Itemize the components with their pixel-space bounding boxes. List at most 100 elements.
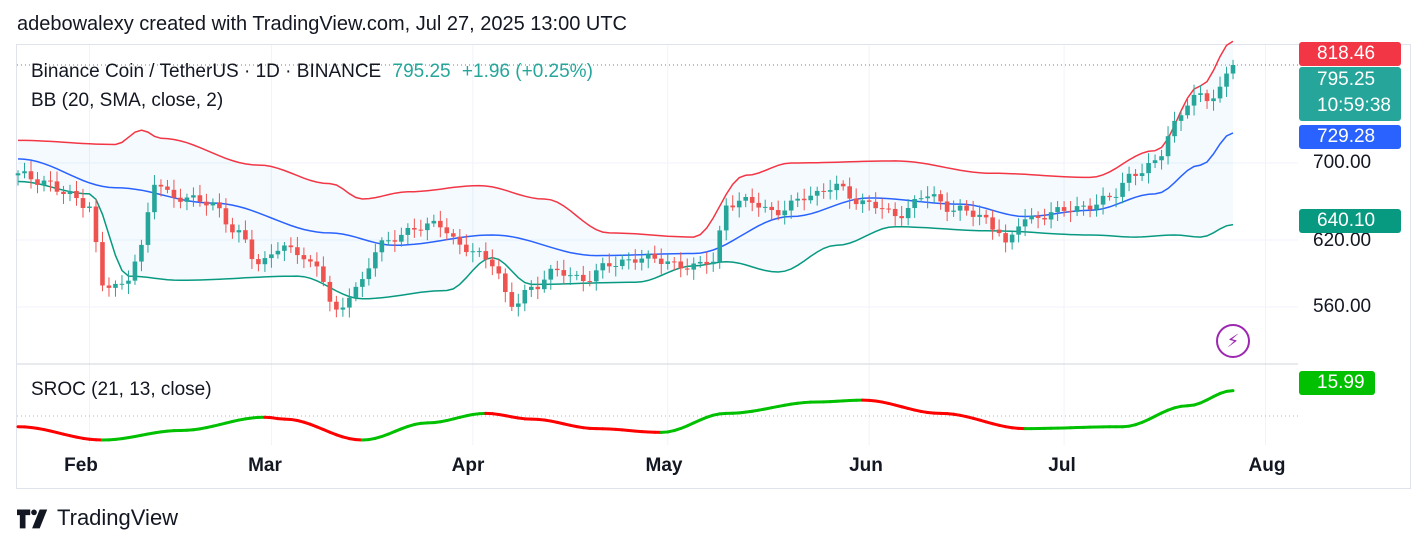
candle-body (827, 190, 833, 192)
last-price-tag: 795.25 10:59:38 (1299, 67, 1401, 121)
candle-body (990, 217, 995, 230)
candle-body (535, 286, 541, 290)
y-axis-label-620: 620.00 (1313, 230, 1372, 251)
candle-body (451, 233, 456, 237)
tradingview-logo-icon (17, 509, 48, 529)
candle-body (600, 263, 606, 271)
candle-body (1211, 98, 1216, 102)
candle-body (606, 263, 612, 267)
candle-body (522, 289, 528, 304)
candle-body (158, 184, 164, 187)
candle-body (639, 258, 645, 263)
lightning-bolt-icon[interactable]: ⚡ (1216, 324, 1250, 358)
candle-body (1029, 215, 1034, 220)
candle-body (814, 190, 820, 196)
candle-body (1191, 94, 1197, 106)
candle-body (860, 200, 865, 205)
bb-legend[interactable]: BB (20, SMA, close, 2) (31, 90, 223, 112)
bb-lower-price-tag: 640.10 (1299, 209, 1401, 233)
candle-body (347, 297, 352, 308)
candle-body (1204, 93, 1210, 102)
candle-body (1048, 212, 1054, 220)
candle-body (490, 259, 495, 267)
candle-body (678, 261, 684, 269)
footer-brand[interactable]: TradingView (17, 505, 178, 531)
candle-body (405, 227, 411, 235)
candle-body (308, 259, 313, 262)
candle-body (613, 266, 619, 268)
candle-body (665, 261, 671, 264)
candle-body (1217, 86, 1223, 99)
candle-body (918, 198, 924, 200)
candle-body (321, 266, 326, 282)
candle-body (574, 274, 580, 276)
candle-body (840, 183, 846, 187)
symbol-title: Binance Coin / TetherUS · 1D · BINANCE (31, 61, 382, 82)
candle-body (951, 210, 956, 212)
candle-body (983, 214, 989, 218)
candle-body (54, 181, 60, 192)
candle-body (567, 275, 573, 277)
candle-body (431, 220, 437, 224)
candle-body (704, 261, 710, 265)
bb-basis-price-tag: 729.28 (1299, 125, 1401, 149)
candle-body (477, 251, 482, 253)
candle-body (418, 229, 424, 231)
candle-body (873, 201, 878, 209)
candle-body (282, 245, 287, 251)
candle-body (1094, 204, 1099, 210)
candle-body (697, 261, 703, 264)
candle-body (977, 214, 982, 217)
candle-body (470, 251, 476, 253)
candle-body (223, 208, 229, 225)
candle-body (496, 266, 502, 274)
candle-body (1016, 226, 1021, 235)
brand-name: TradingView (57, 505, 179, 530)
candle-body (619, 259, 625, 267)
candle-body (580, 274, 586, 282)
x-axis-label-may: May (645, 455, 683, 476)
bb-title: BB (20, SMA, close, 2) (31, 90, 224, 111)
candle-body (1152, 160, 1158, 164)
candle-body (756, 202, 762, 208)
sroc-title: SROC (21, 13, close) (31, 379, 212, 400)
candle-body (301, 255, 307, 260)
candle-body (769, 206, 775, 211)
candle-body (912, 199, 917, 209)
candle-body (645, 253, 651, 259)
candle-body (886, 208, 891, 210)
candle-body (184, 197, 190, 202)
candle-body (139, 244, 144, 262)
candle-body (1230, 65, 1236, 74)
candle-body (132, 261, 138, 281)
candle-body (1100, 195, 1106, 205)
candle-body (509, 292, 515, 307)
sroc-legend[interactable]: SROC (21, 13, close) (31, 379, 212, 401)
candle-body (262, 258, 268, 265)
candle-body (996, 229, 1002, 234)
candle-body (353, 286, 359, 298)
chart-credit: adebowalexy created with TradingView.com… (17, 13, 627, 35)
candle-body (217, 202, 222, 209)
candle-body (808, 195, 813, 201)
candle-body (775, 210, 781, 216)
candle-body (821, 190, 826, 192)
candle-body (236, 230, 242, 233)
candle-body (1178, 115, 1184, 121)
candle-body (658, 258, 664, 264)
candle-body (762, 206, 768, 208)
candle-body (100, 242, 105, 286)
symbol-legend[interactable]: Binance Coin / TetherUS · 1D · BINANCE 7… (31, 61, 593, 83)
candle-body (1042, 217, 1047, 220)
candle-body (730, 205, 736, 208)
candle-body (1035, 215, 1041, 218)
candle-body (425, 223, 430, 231)
candle-body (269, 254, 274, 259)
y-axis-label-700: 700.00 (1313, 152, 1372, 173)
candle-body (899, 216, 904, 219)
x-axis-label-feb: Feb (64, 455, 98, 476)
candle-body (243, 230, 248, 240)
candle-body (386, 240, 391, 242)
candle-body (1224, 73, 1229, 87)
